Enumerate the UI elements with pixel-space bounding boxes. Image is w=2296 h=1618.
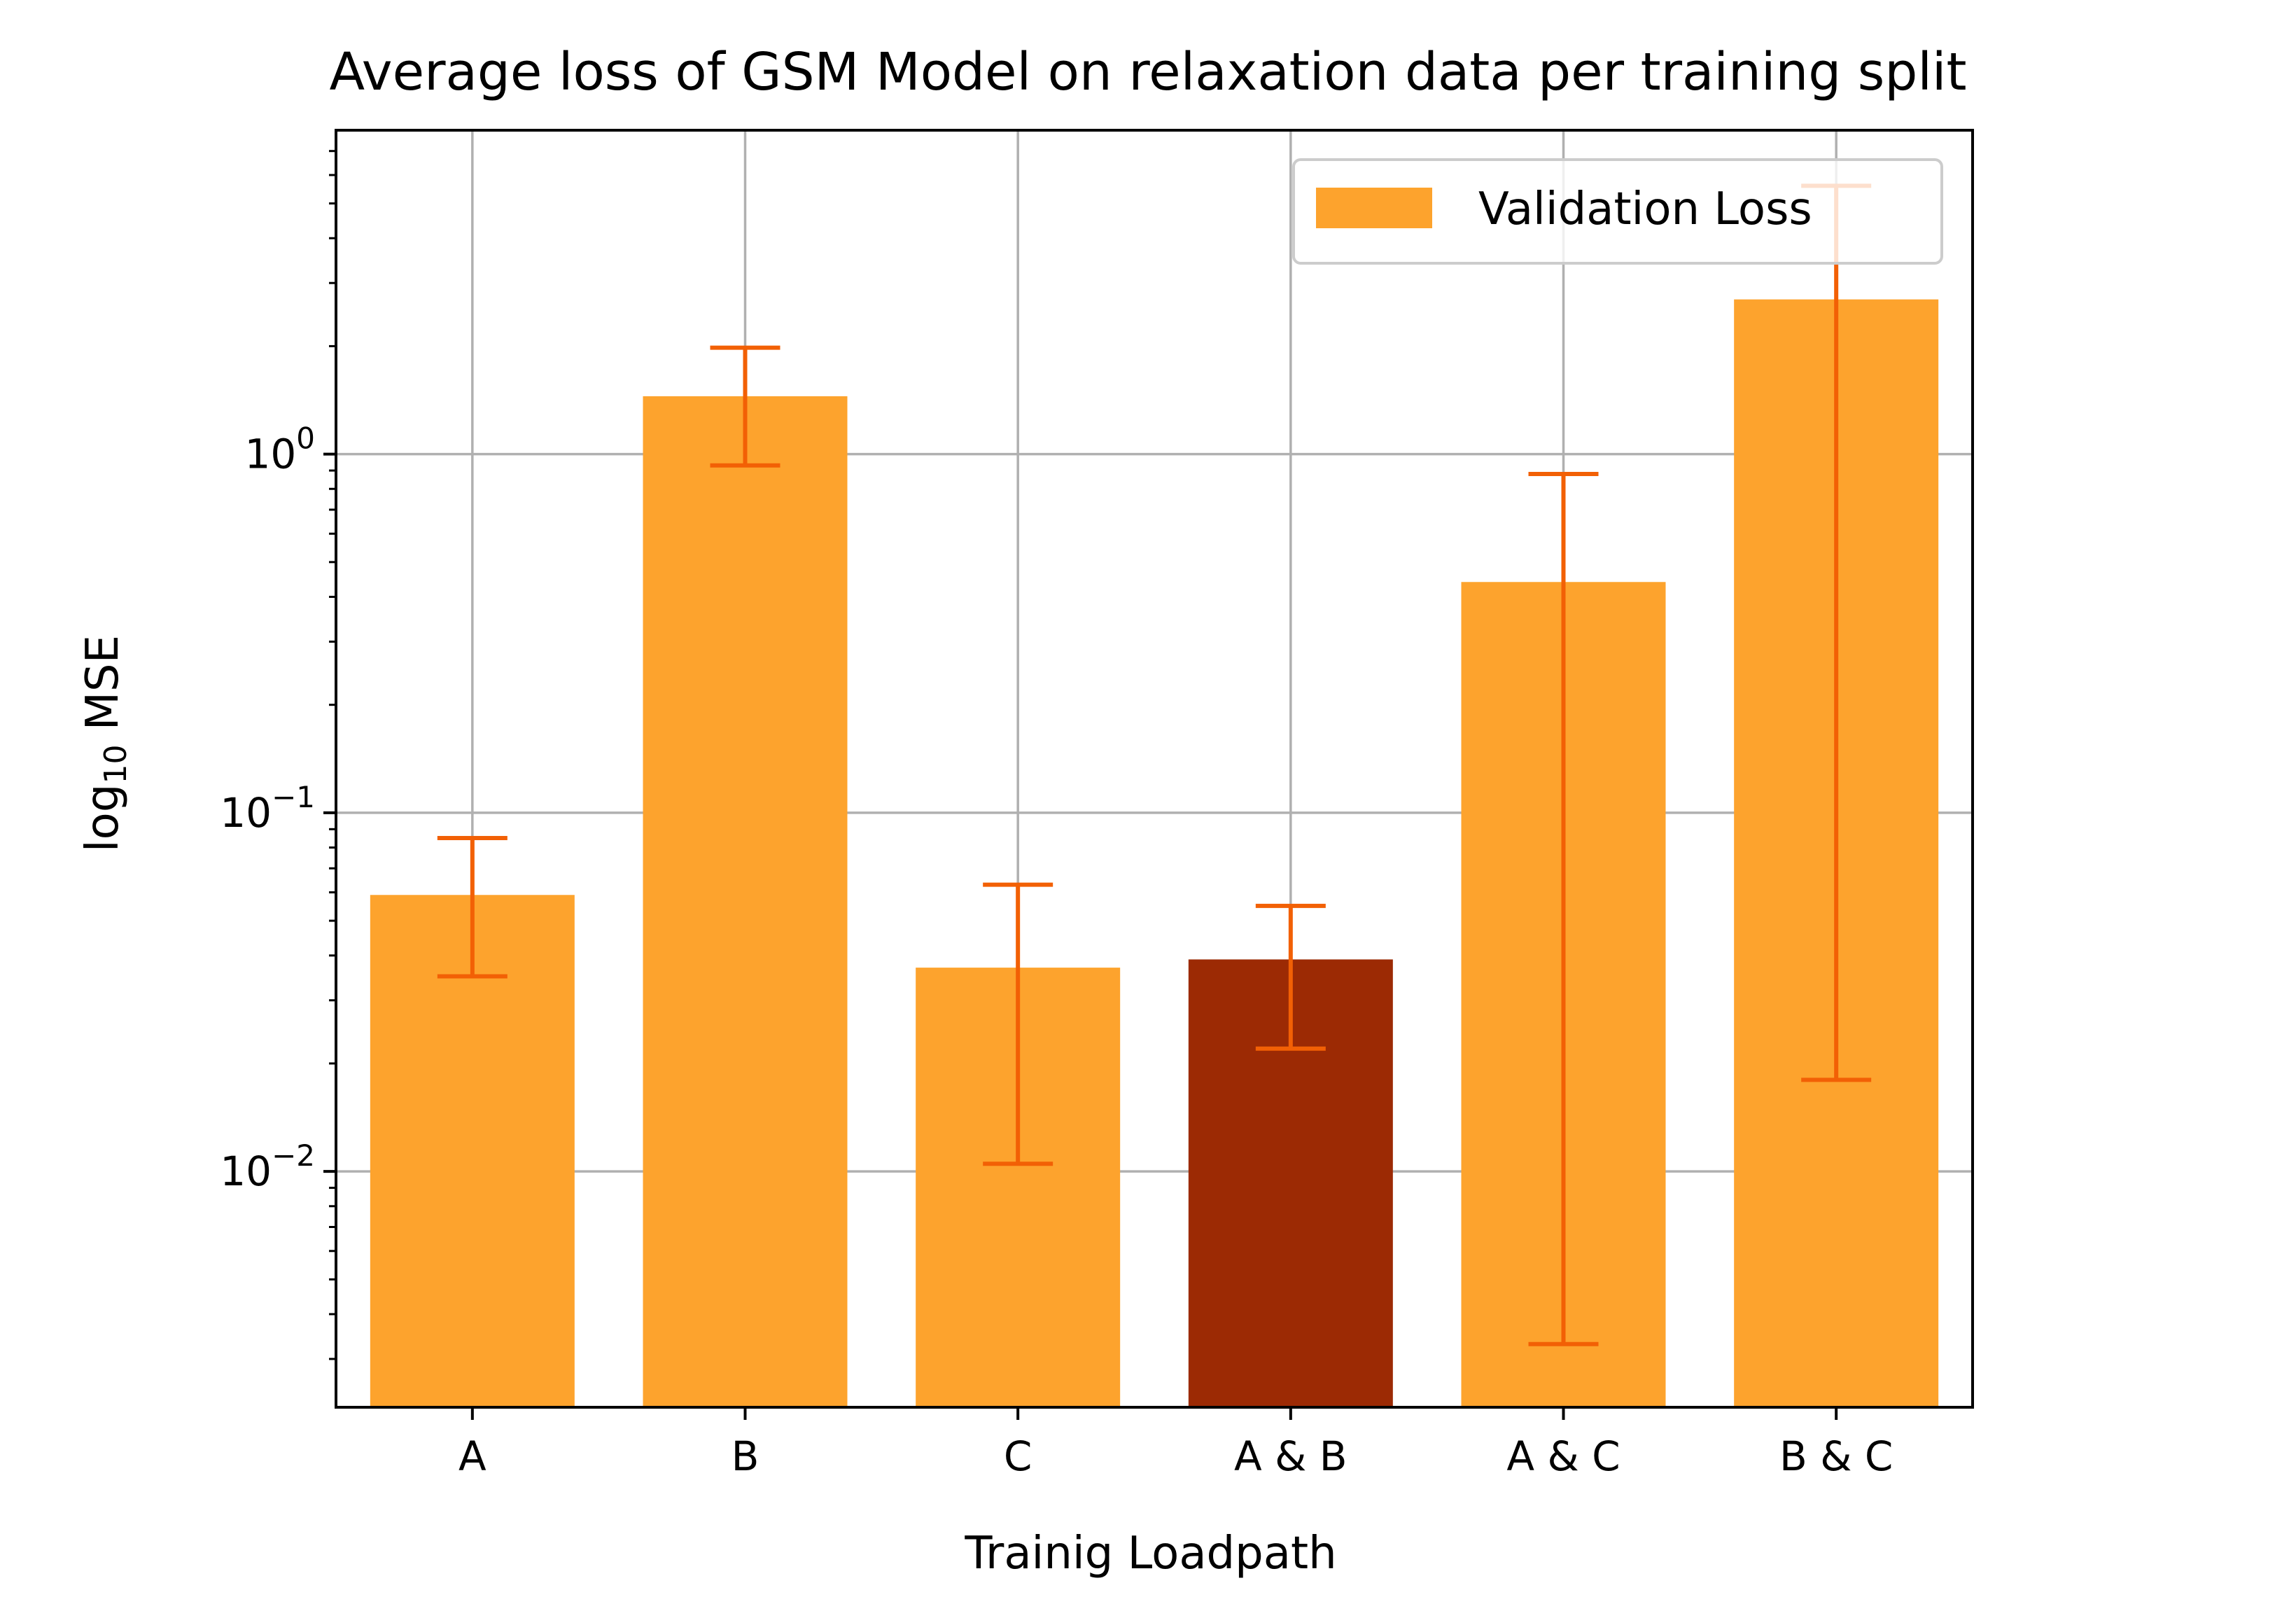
y-axis-label-rest: MSE (77, 635, 129, 745)
legend-box (1292, 158, 1943, 265)
legend-label: Validation Loss (1478, 183, 1812, 235)
x-tick-label: B & C (1779, 1432, 1893, 1480)
bar (643, 396, 848, 1408)
x-axis-label: Trainig Loadpath (964, 1528, 1336, 1579)
grid-layer (336, 130, 1973, 1407)
y-axis-label-subscript: 10 (98, 745, 134, 784)
bar-layer (370, 299, 1939, 1408)
y-axis-label-base: log (77, 784, 129, 853)
axes-border (335, 129, 1974, 1409)
chart-title: Average loss of GSM Model on relaxation … (330, 42, 1967, 102)
x-tick-label: C (1004, 1432, 1032, 1480)
x-tick-label: A & C (1506, 1432, 1620, 1480)
error-layer (437, 183, 1872, 1346)
y-tick-layer: 10−2 10−1 100 (220, 150, 336, 1360)
y-axis-label: log10 MSE (77, 635, 134, 852)
x-tick-label: A & B (1234, 1432, 1348, 1480)
legend-swatch (1316, 188, 1432, 228)
axes-frame (335, 129, 1974, 1409)
y-tick-label: 10−2 (220, 1138, 315, 1195)
legend: Validation Loss (1292, 158, 1943, 265)
x-tick-label: B (732, 1432, 760, 1480)
y-tick-label: 100 (244, 421, 315, 478)
bar (370, 895, 575, 1407)
x-tick-label: A (458, 1432, 486, 1480)
y-tick-label: 10−1 (220, 780, 315, 837)
